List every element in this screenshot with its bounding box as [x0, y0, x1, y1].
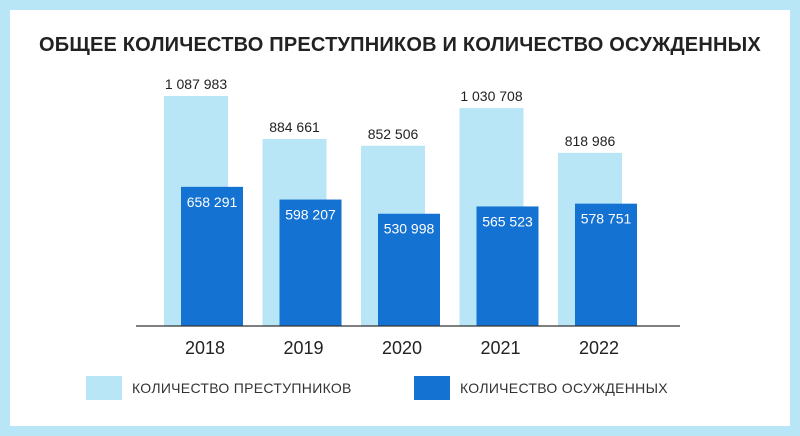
label-offenders-2022: 818 986 [565, 133, 616, 149]
bar-convicted-2018 [181, 186, 243, 326]
chart-title: ОБЩЕЕ КОЛИЧЕСТВО ПРЕСТУПНИКОВ И КОЛИЧЕСТ… [39, 34, 761, 56]
bar-chart: 1 087 983 658 291 2018 884 661 598 207 2019 85… [136, 76, 680, 358]
x-tick-2022: 2022 [579, 338, 619, 358]
label-offenders-2019: 884 661 [269, 119, 320, 135]
label-convicted-2018: 658 291 [187, 194, 238, 210]
x-tick-2018: 2018 [185, 338, 225, 358]
legend-label-convicted: КОЛИЧЕСТВО ОСУЖДЕННЫХ [460, 380, 668, 396]
legend-item-convicted: КОЛИЧЕСТВО ОСУЖДЕННЫХ [414, 376, 668, 400]
x-tick-2019: 2019 [283, 338, 323, 358]
label-convicted-2019: 598 207 [285, 207, 336, 223]
x-tick-2020: 2020 [382, 338, 422, 358]
label-offenders-2020: 852 506 [368, 126, 419, 142]
legend-label-offenders: КОЛИЧЕСТВО ПРЕСТУПНИКОВ [132, 380, 352, 396]
legend-item-offenders: КОЛИЧЕСТВО ПРЕСТУПНИКОВ [86, 376, 352, 400]
bar-convicted-2022 [575, 203, 637, 326]
bar-convicted-2019 [279, 199, 342, 326]
legend-swatch-convicted [414, 376, 450, 400]
legend-swatch-offenders [86, 376, 122, 400]
bar-convicted-2020 [378, 213, 440, 326]
chart-card: ОБЩЕЕ КОЛИЧЕСТВО ПРЕСТУПНИКОВ И КОЛИЧЕСТ… [10, 10, 790, 426]
x-tick-2021: 2021 [480, 338, 520, 358]
label-convicted-2022: 578 751 [581, 211, 632, 227]
label-convicted-2020: 530 998 [384, 221, 435, 237]
label-convicted-2021: 565 523 [482, 213, 533, 229]
label-offenders-2018: 1 087 983 [165, 76, 227, 92]
bar-convicted-2021 [476, 206, 539, 326]
label-offenders-2021: 1 030 708 [460, 88, 522, 104]
legend: КОЛИЧЕСТВО ПРЕСТУПНИКОВ КОЛИЧЕСТВО ОСУЖД… [10, 376, 790, 406]
